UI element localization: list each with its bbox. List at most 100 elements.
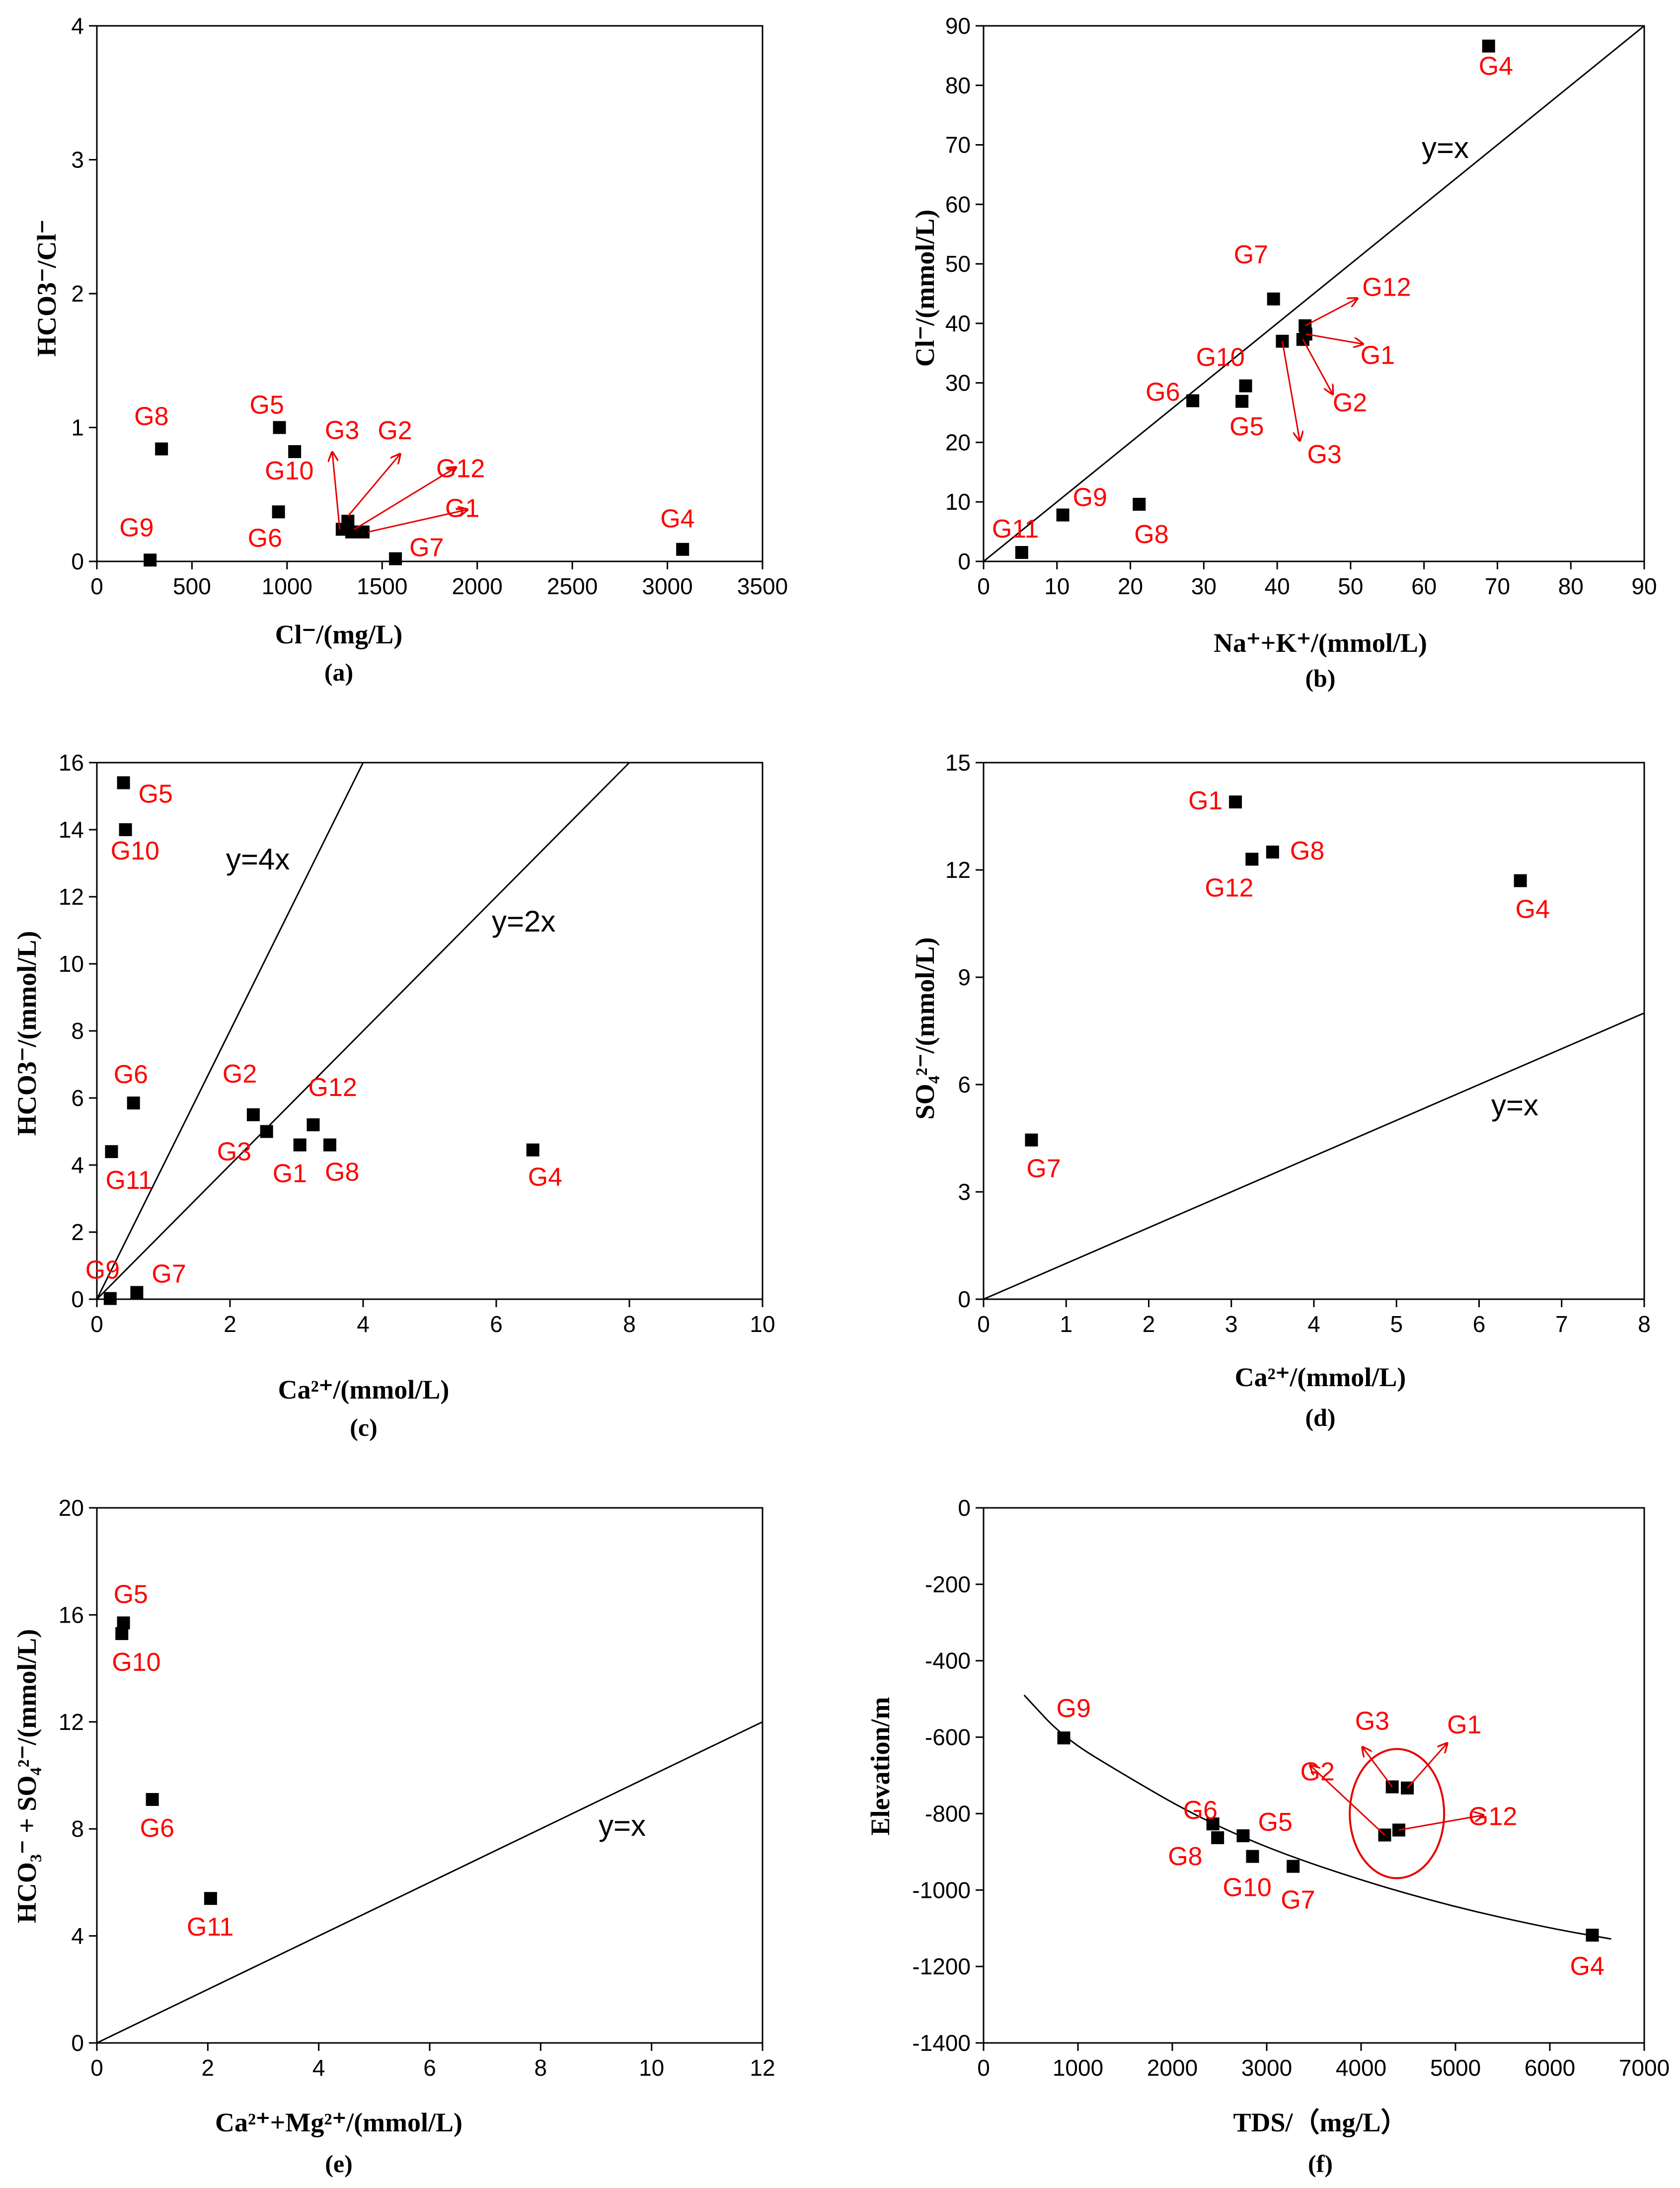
panel-c-y-tick-label: 10	[59, 951, 84, 977]
panel-f-x-tick-label: 1000	[1053, 2055, 1103, 2081]
panel-a-x-tick-label: 3000	[642, 573, 692, 599]
panel-d-point-label-g8: G8	[1290, 837, 1324, 865]
panel-e-point-g11	[204, 1892, 217, 1905]
panel-c-x-tick-label: 4	[357, 1311, 370, 1337]
panel-d-x-tick-label: 7	[1555, 1311, 1568, 1337]
panel-e-x-tick-label: 0	[90, 2055, 103, 2081]
panel-a-y-tick-label: 3	[71, 147, 84, 173]
panel-a-y-axis-label: HCO3⁻/Cl⁻	[32, 220, 62, 357]
panel-b-y-tick-label: 40	[945, 311, 971, 336]
panel-c-x-tick-label: 2	[224, 1311, 236, 1337]
panel-f-point-g10	[1246, 1850, 1259, 1863]
panel-a-point-label-g5: G5	[250, 391, 284, 420]
panel-c-line-label-2x: y=2x	[492, 905, 555, 938]
panel-b-x-tick-label: 20	[1118, 573, 1143, 599]
panel-f-point-label-g1: G1	[1447, 1711, 1481, 1739]
panel-e-point-label-g6: G6	[140, 1814, 174, 1843]
panel-a-x-axis-label: Cl⁻/(mg/L)	[275, 620, 402, 649]
panel-f-arrow-g3	[1363, 1747, 1393, 1788]
panel-a-point-label-g10: G10	[265, 457, 313, 485]
panel-c-point-label-g5: G5	[139, 780, 173, 809]
panel-e-x-axis-label: Ca²⁺+Mg²⁺/(mmol/L)	[215, 2108, 462, 2137]
panel-b-plot-frame	[983, 25, 1645, 562]
panel-c-y-tick-label: 14	[59, 817, 84, 843]
panel-f-y-tick-label: -1200	[912, 1954, 971, 1979]
panel-f-x-tick-label: 5000	[1430, 2055, 1481, 2081]
panel-a-x-tick-label: 2000	[452, 573, 503, 599]
panel-b-point-label-g7: G7	[1234, 240, 1268, 269]
panel-c-chart: Ca²⁺/(mmol/L) HCO3⁻/(mmol/L) (c) y=4x y=…	[12, 750, 775, 1441]
panel-c-point-g9	[103, 1292, 117, 1305]
panel-c-y-tick-label: 16	[59, 750, 84, 776]
panel-a-point-label-g8: G8	[134, 402, 168, 431]
panel-c-point-label-g1: G1	[273, 1160, 307, 1188]
panel-f-x-tick-label: 0	[977, 2055, 990, 2081]
panel-d-x-tick-label: 5	[1390, 1311, 1403, 1337]
panel-b-caption: (b)	[1305, 664, 1335, 692]
panel-b-x-tick-label: 60	[1411, 573, 1437, 599]
panel-e-y-axis-label: HCO₃⁻ + SO₄²⁻/(mmol/L)	[12, 1629, 42, 1923]
panel-c-x-tick-label: 8	[623, 1311, 636, 1337]
panel-f-y-tick-label: 0	[958, 1495, 971, 1521]
panel-f-plot-frame	[983, 1507, 1645, 2044]
panel-e-y-tick-label: 0	[71, 2030, 84, 2056]
panel-c-point-g7	[130, 1286, 144, 1299]
panel-f-caption: (f)	[1308, 2150, 1333, 2178]
panel-c-point-label-g6: G6	[114, 1060, 148, 1089]
panel-c-caption: (c)	[350, 1413, 378, 1441]
panel-c-point-label-g10: G10	[111, 837, 159, 865]
panel-f-y-tick-label: -800	[925, 1800, 971, 1826]
panel-b-point-label-g1: G1	[1361, 341, 1395, 370]
panel-d-y-tick-label: 6	[958, 1072, 971, 1097]
panel-b-y-tick-label: 90	[945, 13, 971, 39]
panel-b-y-axis-label: Cl⁻/(mmol/L)	[910, 210, 940, 367]
panel-f-point-g9	[1057, 1731, 1070, 1745]
panel-c-reference-line	[97, 763, 364, 1299]
panel-e-line-label: y=x	[599, 1809, 646, 1842]
panel-b-point-label-g9: G9	[1073, 483, 1107, 512]
panel-d-point-label-g7: G7	[1026, 1155, 1061, 1183]
panel-e-plot-frame	[96, 1507, 764, 2044]
panel-c-y-axis-label: HCO3⁻/(mmol/L)	[12, 931, 42, 1136]
panel-f-point-label-g8: G8	[1168, 1842, 1202, 1871]
panel-b-chart: Na⁺+K⁺/(mmol/L) Cl⁻/(mmol/L) (b) y=x 0 10…	[910, 13, 1657, 692]
panel-e-y-tick-label: 20	[59, 1495, 84, 1521]
panel-a-arrow-g3	[332, 452, 341, 530]
panel-f-point-g5	[1236, 1829, 1250, 1843]
panel-f-x-tick-label: 3000	[1241, 2055, 1292, 2081]
panel-c-point-g3	[260, 1125, 273, 1138]
panel-d-point-g8	[1266, 846, 1279, 859]
panel-f-x-tick-label: 4000	[1336, 2055, 1386, 2081]
panel-c-point-g8	[323, 1138, 336, 1152]
panel-c-point-g1	[293, 1138, 306, 1152]
panel-b-x-axis-label: Na⁺+K⁺/(mmol/L)	[1214, 628, 1427, 658]
panel-c-point-label-g2: G2	[223, 1060, 257, 1089]
panel-c-point-label-g7: G7	[152, 1260, 186, 1289]
panel-c-point-label-g9: G9	[85, 1256, 120, 1285]
panel-b-arrow-g12	[1304, 299, 1357, 327]
panel-e-x-tick-label: 8	[535, 2055, 547, 2081]
panel-e-y-tick-label: 8	[71, 1816, 84, 1842]
panel-e-point-label-g10: G10	[112, 1648, 160, 1677]
panel-f-y-tick-label: -400	[925, 1648, 971, 1674]
panel-f-point-label-g10: G10	[1223, 1874, 1272, 1902]
panel-b-point-g8	[1133, 498, 1146, 511]
panel-d-y-tick-label: 12	[945, 857, 971, 883]
panel-e-y-tick-label: 4	[71, 1923, 84, 1949]
panel-b-arrow-g1	[1305, 333, 1363, 344]
panel-c-point-label-g12: G12	[308, 1073, 357, 1102]
panel-d-x-tick-label: 3	[1225, 1311, 1238, 1337]
panel-b-x-tick-label: 90	[1631, 573, 1657, 599]
panel-b-point-label-g6: G6	[1145, 378, 1180, 407]
panel-b-point-g6	[1186, 394, 1200, 407]
panel-c-point-label-g3: G3	[217, 1138, 251, 1167]
panel-d-y-tick-label: 15	[945, 750, 971, 776]
panel-f-y-tick-label: -600	[925, 1724, 971, 1750]
panel-e-point-label-g11: G11	[187, 1913, 233, 1942]
panel-a-point-label-g1: G1	[445, 494, 479, 523]
panel-f-point-label-g4: G4	[1570, 1952, 1604, 1981]
panel-c-reference-line	[97, 763, 630, 1299]
panel-f-y-axis-label: Elevation/m	[865, 1697, 895, 1835]
panel-b-point-g10	[1239, 379, 1252, 392]
